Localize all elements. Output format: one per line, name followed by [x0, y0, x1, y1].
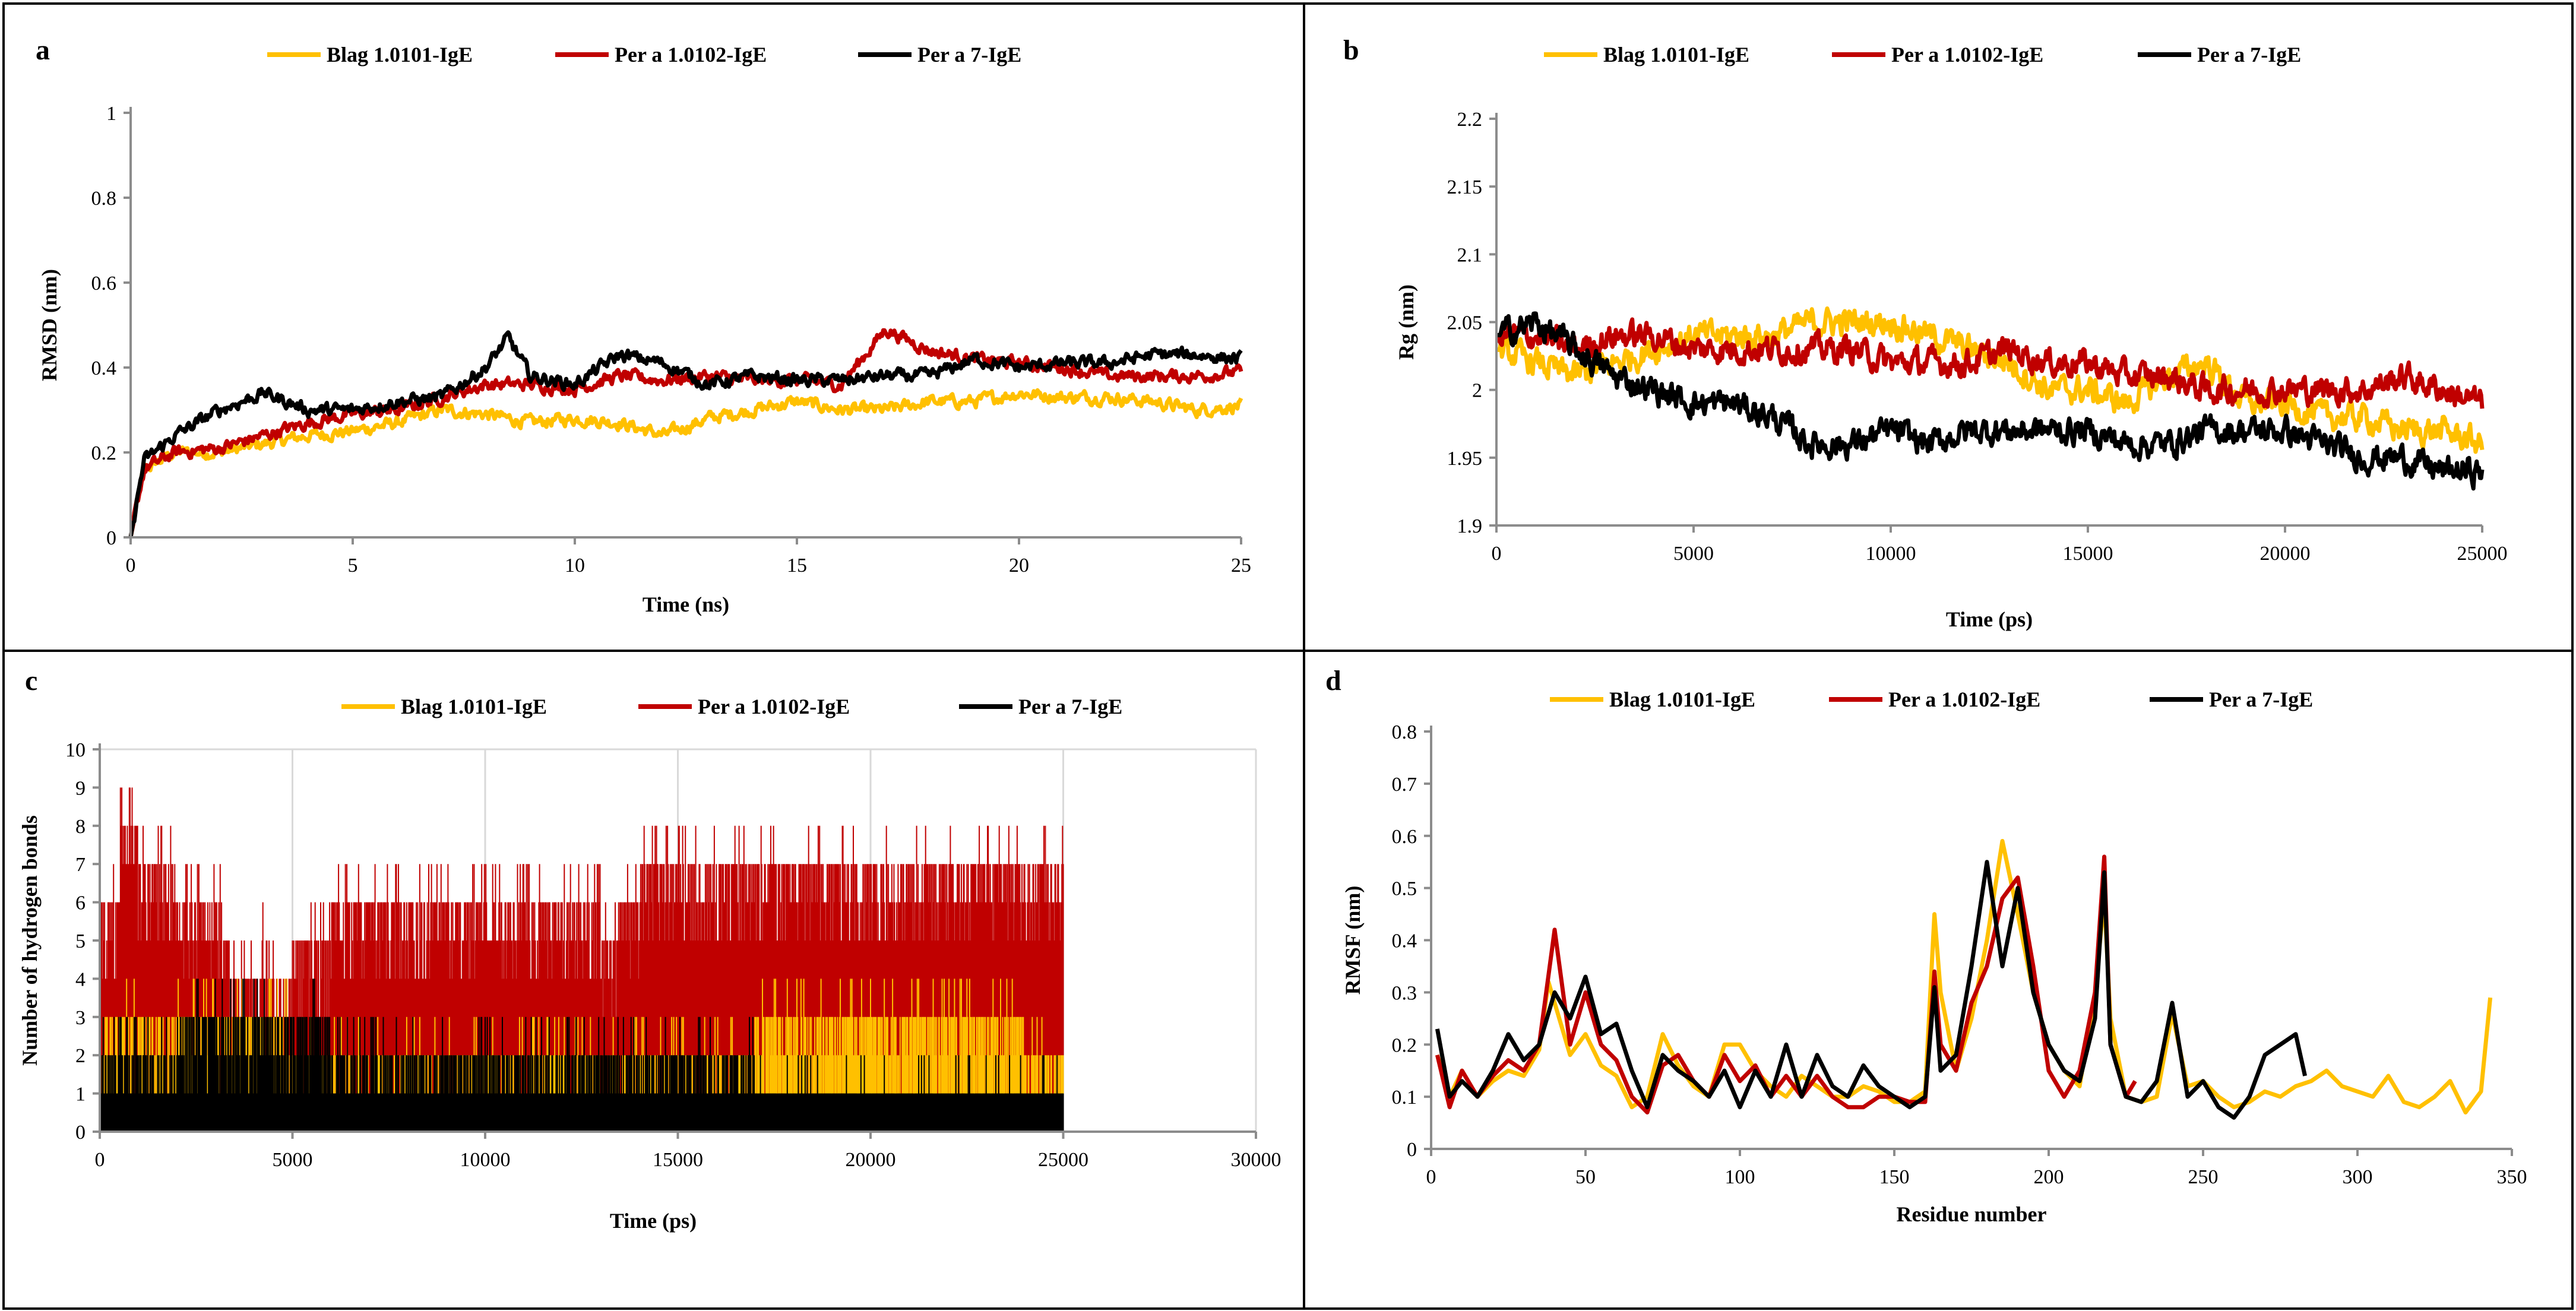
panel-c-y-axis-label: Number of hydrogen bonds: [18, 815, 42, 1066]
panel-d-y-tick-label: 0.1: [1392, 1087, 1417, 1109]
panel-d-x-tick-label: 50: [1575, 1166, 1596, 1188]
panel-a-series-line: [128, 330, 1243, 538]
panel-c-series-base: [100, 1093, 1064, 1132]
panel-a-x-tick-label: 5: [348, 555, 358, 577]
panel-b-legend-label: Per a 7-IgE: [2197, 43, 2301, 66]
panel-d-x-tick-label: 300: [2343, 1166, 2373, 1188]
panel-a-y-tick-label: 0: [106, 527, 116, 549]
panel-b-y-tick-label: 1.95: [1447, 448, 1483, 470]
panel-c-x-tick-label: 10000: [460, 1149, 511, 1171]
panel-c-chart: 0 5000 10000 15000 20000 25000 30000 0 1 2 3 4 5 6 7 8 9…: [18, 695, 1281, 1233]
panel-b-legend-label: Blag 1.0101-IgE: [1603, 43, 1749, 66]
panel-b-series-line: [1495, 311, 2485, 491]
panel-c-y-tick-label: 8: [75, 816, 86, 838]
panel-b-x-tick-label: 5000: [1673, 543, 1714, 565]
panel-a-x-axis-label: Time (ns): [643, 593, 729, 616]
panel-c-legend-label: Blag 1.0101-IgE: [401, 695, 547, 718]
panel-d-chart: 0 50 100 150 200 250 300 350 0 0.1 0.2 0.3 0.4 0.5 0.6…: [1341, 688, 2527, 1226]
panel-b-x-tick-label: 25000: [2457, 543, 2508, 565]
panel-b-x-tick-label: 20000: [2260, 543, 2311, 565]
panel-c-y-tick-label: 4: [75, 968, 86, 990]
panel-a-legend-label: Per a 7-IgE: [917, 43, 1021, 66]
panel-b-y-tick-label: 2: [1472, 380, 1482, 402]
panel-b-legend-label: Per a 1.0102-IgE: [1891, 43, 2043, 66]
panel-d-y-tick-label: 0.7: [1392, 774, 1417, 796]
panel-c-y-tick-label: 10: [65, 739, 86, 761]
panel-d-y-tick-label: 0.3: [1392, 982, 1417, 1004]
panel-a-y-tick-label: 0.6: [91, 273, 117, 294]
panel-d-x-tick-label: 100: [1725, 1166, 1755, 1188]
panel-d-label: d: [1325, 665, 1341, 696]
panel-d-y-tick-label: 0.2: [1392, 1034, 1417, 1056]
panel-b-label: b: [1343, 34, 1359, 66]
panel-d-x-tick-label: 250: [2188, 1166, 2219, 1188]
panel-b-x-axis-label: Time (ps): [1946, 607, 2033, 631]
panel-d-y-tick-label: 0: [1407, 1139, 1417, 1161]
panel-a-x-tick-label: 15: [787, 555, 807, 577]
panel-a-legend-label: Blag 1.0101-IgE: [327, 43, 473, 66]
panel-d-y-tick-label: 0.6: [1392, 826, 1417, 848]
panel-a-label: a: [36, 34, 50, 66]
panel-b-y-tick-label: 2.15: [1447, 176, 1483, 198]
panel-a-chart: 0 5 10 15 20 25 0 0.2 0.4 0.6 0.8 1 Time (ns) RMSD (n…: [37, 43, 1251, 616]
panel-d-legend-label: Per a 1.0102-IgE: [1888, 688, 2040, 711]
panel-b-y-tick-label: 2.2: [1457, 109, 1483, 131]
panel-a-y-tick-label: 0.8: [91, 188, 117, 210]
panel-d-x-axis-label: Residue number: [1896, 1202, 2046, 1226]
panel-b-series-line: [1495, 317, 2485, 409]
panel-d-y-tick-label: 0.8: [1392, 721, 1417, 743]
panel-d-y-axis-label: RMSF (nm): [1341, 886, 1365, 995]
panel-a-y-tick-label: 0.2: [91, 442, 117, 464]
panel-b-x-tick-label: 10000: [1866, 543, 1916, 565]
panel-a-y-axis-label: RMSD (nm): [37, 269, 61, 381]
panel-c-y-tick-label: 0: [75, 1122, 86, 1144]
panel-d-x-tick-label: 350: [2497, 1166, 2527, 1188]
panel-b-x-tick-label: 15000: [2063, 543, 2113, 565]
panel-c-x-tick-label: 25000: [1038, 1149, 1088, 1171]
panel-a-x-tick-label: 20: [1009, 555, 1029, 577]
panel-d-legend-label: Blag 1.0101-IgE: [1609, 688, 1755, 711]
panel-c-x-axis-label: Time (ps): [610, 1209, 697, 1233]
panel-b-y-tick-label: 1.9: [1457, 515, 1483, 537]
panel-c-x-tick-label: 0: [95, 1149, 105, 1171]
panel-b-y-axis-label: Rg (nm): [1394, 284, 1418, 360]
panel-c-y-tick-label: 2: [75, 1045, 86, 1067]
panel-d-x-tick-label: 150: [1879, 1166, 1910, 1188]
panel-c-legend-label: Per a 7-IgE: [1018, 695, 1122, 718]
panel-c-legend-label: Per a 1.0102-IgE: [698, 695, 850, 718]
panel-c-y-tick-label: 6: [75, 892, 86, 914]
panel-c-y-tick-label: 9: [75, 777, 86, 799]
panel-c-x-tick-label: 5000: [273, 1149, 313, 1171]
panel-c-label: c: [25, 665, 37, 696]
panel-d-legend-label: Per a 7-IgE: [2209, 688, 2313, 711]
panel-b-y-tick-label: 2.1: [1457, 244, 1483, 266]
panel-b-y-tick-label: 2.05: [1447, 312, 1483, 334]
panel-a-legend-label: Per a 1.0102-IgE: [615, 43, 767, 66]
panel-a-y-tick-label: 0.4: [91, 357, 117, 379]
panel-a-x-tick-label: 25: [1231, 555, 1251, 577]
panel-d-series-line: [1435, 860, 2308, 1120]
panel-c-x-tick-label: 15000: [653, 1149, 703, 1171]
panel-b-x-tick-label: 0: [1492, 543, 1502, 565]
panel-b-chart: 0 5000 10000 15000 20000 25000 1.9 1.95 2 2.05 2.1…: [1394, 43, 2508, 631]
panel-d-y-tick-label: 0.4: [1392, 930, 1417, 952]
panel-a-x-tick-label: 0: [126, 555, 136, 577]
panel-c-x-tick-label: 30000: [1231, 1149, 1281, 1171]
panel-d-x-tick-label: 0: [1426, 1166, 1436, 1188]
panel-a-y-tick-label: 1: [106, 103, 116, 125]
panel-c-x-tick-label: 20000: [846, 1149, 896, 1171]
panel-d-frame: [1303, 650, 2574, 1310]
panel-d-y-tick-label: 0.5: [1392, 878, 1417, 900]
panel-c-y-tick-label: 7: [75, 854, 86, 876]
panel-c-y-tick-label: 3: [75, 1007, 86, 1029]
panel-a-x-tick-label: 10: [565, 555, 585, 577]
panel-c-y-tick-label: 5: [75, 930, 86, 952]
panel-c-y-tick-label: 1: [75, 1084, 86, 1106]
panel-d-x-tick-label: 200: [2034, 1166, 2064, 1188]
panel-a-series-line: [128, 388, 1243, 538]
